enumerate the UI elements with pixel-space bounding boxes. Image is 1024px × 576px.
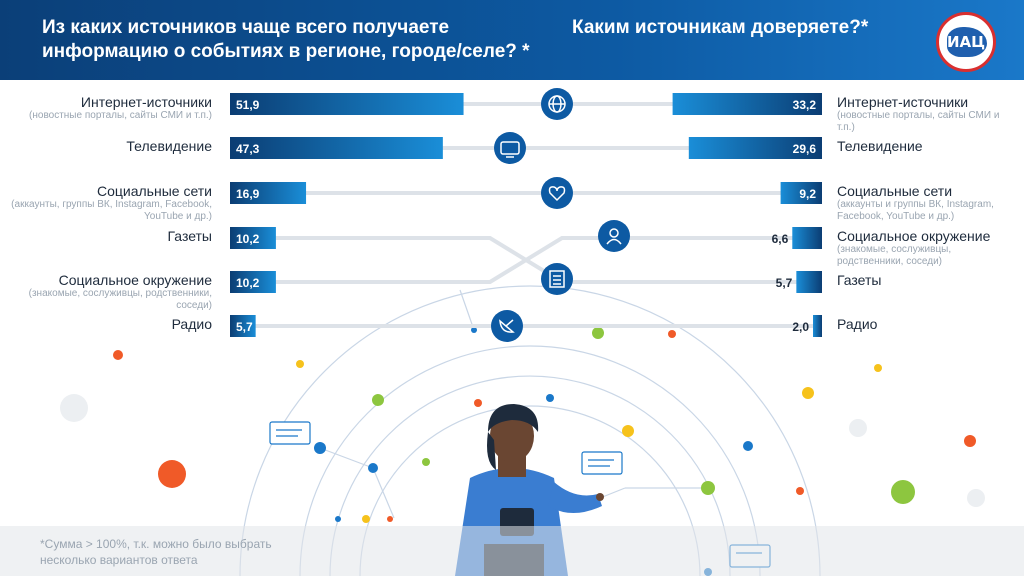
satellite-dish-icon xyxy=(491,310,523,342)
category-name: Социальные сети xyxy=(837,183,953,199)
right-category-label: Телевидение xyxy=(837,138,1017,154)
left-bar xyxy=(230,182,307,204)
globe-icon xyxy=(541,88,573,120)
category-subtitle: (знакомые, сослуживцы, родственники, сос… xyxy=(28,288,212,311)
right-category-label: Социальное окружение (знакомые, сослуживц… xyxy=(837,228,1017,268)
right-bar-value: 6,6 xyxy=(772,232,789,246)
right-bar xyxy=(796,271,822,293)
left-chart-title: Из каких источников чаще всего получаете… xyxy=(42,17,530,62)
footnote-band xyxy=(0,526,1024,576)
left-bar-value: 10,2 xyxy=(236,232,260,246)
right-bar-value: 29,6 xyxy=(793,142,817,156)
right-bar xyxy=(672,93,822,115)
category-name: Телевидение xyxy=(837,138,923,154)
left-bar-value: 5,7 xyxy=(236,320,253,334)
category-name: Социальные сети xyxy=(96,183,212,199)
category-subtitle: (новостные порталы, сайты СМИ и т.п.) xyxy=(29,110,212,121)
decorative-dots xyxy=(60,327,985,576)
right-category-label: Радио xyxy=(837,316,1017,332)
category-name: Газеты xyxy=(837,272,882,288)
left-category-label: Социальные сети (аккаунты, группы ВК, Ins… xyxy=(0,183,212,223)
right-bar xyxy=(813,315,822,337)
right-category-label: Интернет-источники (новостные порталы, са… xyxy=(837,94,1017,134)
left-category-label: Интернет-источники (новостные порталы, са… xyxy=(0,94,212,122)
right-category-label: Газеты xyxy=(837,272,1017,288)
right-category-label: Социальные сети (аккаунты и группы ВК, In… xyxy=(837,183,1017,223)
category-name: Радио xyxy=(171,316,212,332)
connector-line xyxy=(230,236,822,284)
category-subtitle: (аккаунты и группы ВК, Instagram, Facebo… xyxy=(837,199,994,222)
region-shape-icon xyxy=(947,27,987,57)
left-category-label: Радио xyxy=(0,316,212,332)
right-bar xyxy=(780,182,822,204)
left-category-label: Газеты xyxy=(0,228,212,244)
left-category-label: Телевидение xyxy=(0,138,212,154)
left-category-label: Социальное окружение (знакомые, сослуживц… xyxy=(0,272,212,312)
category-name: Интернет-источники xyxy=(80,94,212,110)
left-bar-value: 47,3 xyxy=(236,142,260,156)
category-name: Социальное окружение xyxy=(58,272,212,288)
category-name: Социальное окружение xyxy=(837,228,991,244)
logo-label: ИАЦ xyxy=(946,33,986,51)
right-bar xyxy=(792,227,822,249)
tv-icon xyxy=(494,132,526,164)
right-bar-value: 9,2 xyxy=(799,187,816,201)
footnote-text: *Сумма > 100%, т.к. можно было выбрать н… xyxy=(40,537,272,567)
header-banner: Из каких источников чаще всего получаете… xyxy=(0,0,1024,80)
left-bar-value: 10,2 xyxy=(236,276,260,290)
newspaper-icon xyxy=(541,263,573,295)
category-name: Радио xyxy=(837,316,878,332)
left-bar xyxy=(230,93,464,115)
category-subtitle: (новостные порталы, сайты СМИ и т.п.) xyxy=(837,110,1000,133)
category-name: Газеты xyxy=(167,228,212,244)
right-bar xyxy=(688,137,822,159)
iac-logo: ИАЦ xyxy=(936,12,996,72)
right-bar-value: 5,7 xyxy=(776,276,793,290)
category-name: Телевидение xyxy=(126,138,212,154)
right-chart-title: Каким источникам доверяете?* xyxy=(572,17,869,38)
heart-icon xyxy=(541,177,573,209)
left-bar-value: 51,9 xyxy=(236,98,260,112)
left-bar xyxy=(230,227,276,249)
category-subtitle: (знакомые, сослуживцы, родственники, сос… xyxy=(837,244,952,267)
left-bar xyxy=(230,271,276,293)
category-name: Интернет-источники xyxy=(837,94,969,110)
right-bar-value: 33,2 xyxy=(793,98,817,112)
person-icon xyxy=(598,220,630,252)
right-bar-value: 2,0 xyxy=(792,320,809,334)
category-subtitle: (аккаунты, группы ВК, Instagram, Faceboo… xyxy=(11,199,212,222)
left-bar-value: 16,9 xyxy=(236,187,260,201)
left-bar xyxy=(230,137,443,159)
left-bar xyxy=(230,315,256,337)
